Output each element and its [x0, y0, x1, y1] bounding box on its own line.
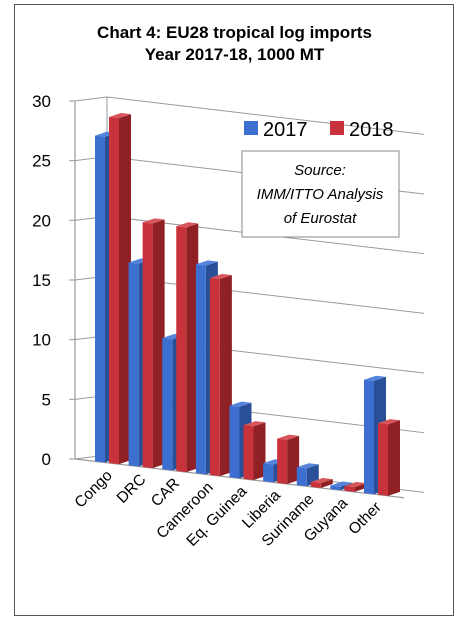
bar-top: [378, 419, 400, 425]
bar-top: [344, 481, 367, 488]
x-category-label: Other: [345, 499, 384, 538]
bar-top: [229, 401, 252, 407]
y-tick-label: 20: [32, 211, 51, 230]
bar-side: [354, 483, 367, 492]
bar-front: [378, 423, 388, 496]
gridline: [106, 96, 425, 135]
source-box: Source: IMM/ITTO Analysis of Eurostat: [241, 150, 400, 238]
bar-front: [330, 485, 341, 491]
source-line1: Source:: [294, 162, 346, 179]
bar-front: [243, 425, 254, 481]
bar-front: [229, 405, 240, 479]
bar-front: [344, 485, 355, 492]
bar-front: [209, 277, 220, 477]
chart-title-line1: Chart 4: EU28 tropical log imports: [97, 23, 372, 42]
bar-side: [253, 422, 266, 481]
bar-front: [364, 379, 374, 495]
source-line2: IMM/ITTO Analysis: [257, 186, 384, 203]
y-tick-label: 30: [32, 92, 51, 111]
bar-top: [176, 222, 199, 228]
bar-front: [310, 482, 321, 488]
bar-top: [364, 375, 386, 381]
bar-2018-2: [176, 222, 199, 473]
x-category-label: DRC: [114, 471, 150, 507]
bar-front: [128, 262, 139, 467]
y-axis-ticks: 0 5 10 15 20 25 30: [32, 92, 75, 469]
y-tick-label: 0: [42, 450, 51, 469]
bar-side: [152, 219, 165, 469]
bar-front: [95, 135, 105, 463]
bar-top: [142, 218, 165, 224]
bar-front: [142, 222, 153, 469]
bar-side: [320, 479, 333, 488]
source-line3: of Eurostat: [284, 210, 357, 227]
bar-side: [388, 420, 400, 496]
bar-front: [263, 463, 274, 483]
bar-front: [109, 116, 119, 465]
bar-top: [310, 478, 333, 484]
bar-front: [162, 338, 173, 471]
bar-side: [287, 435, 300, 484]
bar-2018-5: [277, 434, 300, 484]
bar-2018-3: [209, 273, 232, 477]
bar-2018-0: [109, 112, 131, 465]
bar-top: [243, 421, 266, 427]
chart-frame: [14, 4, 454, 616]
bar-front: [195, 264, 206, 475]
bar-2018-1: [142, 218, 165, 469]
bar-top: [209, 273, 232, 280]
legend-label-2018: 2018: [349, 119, 394, 141]
bar-2018-4: [243, 421, 266, 481]
bar-top: [296, 463, 319, 469]
bar-side: [186, 223, 199, 473]
legend-label-2017: 2017: [263, 119, 308, 141]
bar-front: [277, 438, 288, 484]
x-category-label: Congo: [72, 467, 116, 511]
bar-layer: [95, 112, 400, 496]
bar-2018-7: [344, 481, 367, 492]
bar-side: [219, 275, 232, 477]
y-tick-label: 15: [32, 271, 51, 290]
y-tick-label: 25: [32, 152, 51, 171]
legend-swatch-2017: [244, 121, 258, 135]
y-tick-label: 5: [42, 390, 51, 409]
chart-title: Chart 4: EU28 tropical log imports Year …: [0, 22, 469, 66]
chart-title-line2: Year 2017-18, 1000 MT: [144, 45, 325, 64]
legend-swatch-2018: [330, 121, 344, 135]
bar-2018-6: [310, 478, 333, 488]
bar-top: [330, 481, 353, 487]
y-tick-label: 10: [32, 331, 51, 350]
bar-2018-8: [378, 419, 400, 496]
bar-top: [277, 434, 300, 440]
bar-side: [119, 114, 131, 465]
bar-top: [195, 260, 218, 266]
bar-top: [109, 112, 131, 119]
bar-front: [296, 467, 307, 487]
gridline-side: [74, 96, 108, 102]
bar-front: [176, 226, 187, 473]
legend: 2017 2018: [244, 119, 394, 141]
